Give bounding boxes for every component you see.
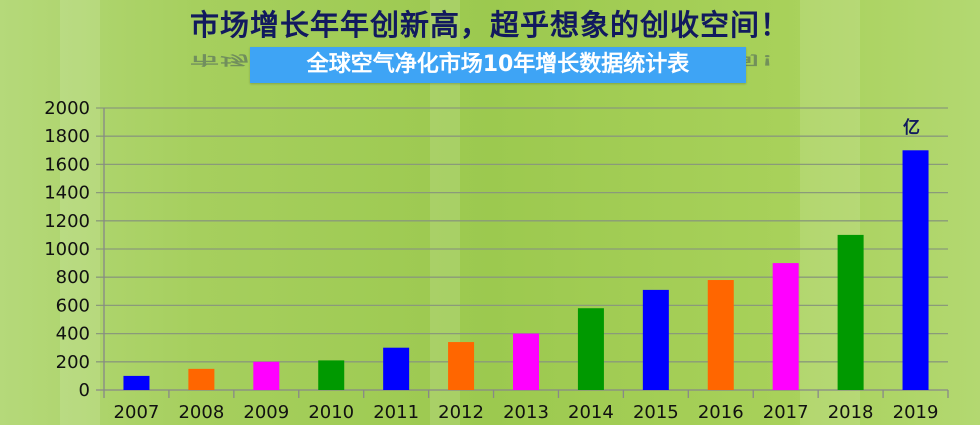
x-tick-label: 2016	[698, 402, 744, 423]
x-tick-label: 2018	[828, 402, 874, 423]
x-tick-label: 2017	[763, 402, 809, 423]
bar-2016	[707, 280, 734, 390]
headline: 市场增长年年创新高，超乎想象的创收空间！	[189, 8, 790, 42]
y-tick-label: 1000	[44, 239, 90, 260]
x-tick-label: 2008	[178, 402, 224, 423]
y-tick-label: 0	[79, 380, 90, 401]
y-tick-label: 1600	[44, 154, 90, 175]
x-tick-label: 2010	[308, 402, 354, 423]
x-tick-label: 2011	[373, 402, 419, 423]
bar-2011	[383, 347, 410, 390]
y-tick-label: 400	[56, 324, 90, 345]
x-tick-label: 2012	[438, 402, 484, 423]
x-tick-label: 2014	[568, 402, 614, 423]
x-tick-label: 2007	[114, 402, 160, 423]
y-tick-label: 800	[56, 267, 90, 288]
y-tick-label: 1800	[44, 126, 90, 147]
y-tick-label: 600	[56, 295, 90, 316]
bar-2014	[577, 308, 604, 390]
y-tick-label: 1400	[44, 183, 90, 204]
chart-title: 全球空气净化市场10年增长数据统计表	[250, 47, 746, 83]
bar-2009	[253, 361, 280, 390]
y-tick-label: 200	[56, 352, 90, 373]
bar-2010	[318, 360, 345, 390]
bar-2015	[642, 289, 669, 390]
x-tick-label: 2019	[893, 402, 939, 423]
background-stripe	[60, 0, 100, 425]
unit-label: 亿	[903, 118, 920, 138]
bar-2019	[902, 150, 929, 390]
y-tick-label: 1200	[44, 211, 90, 232]
bar-2008	[188, 368, 215, 390]
bar-2017	[772, 263, 799, 390]
bar-2012	[448, 342, 475, 390]
bar-2018	[837, 234, 864, 390]
x-tick-label: 2013	[503, 402, 549, 423]
bar-2013	[513, 333, 539, 390]
x-tick-label: 2009	[243, 402, 289, 423]
bar-2007	[123, 375, 150, 390]
y-tick-label: 2000	[44, 98, 90, 119]
x-tick-label: 2015	[633, 402, 679, 423]
